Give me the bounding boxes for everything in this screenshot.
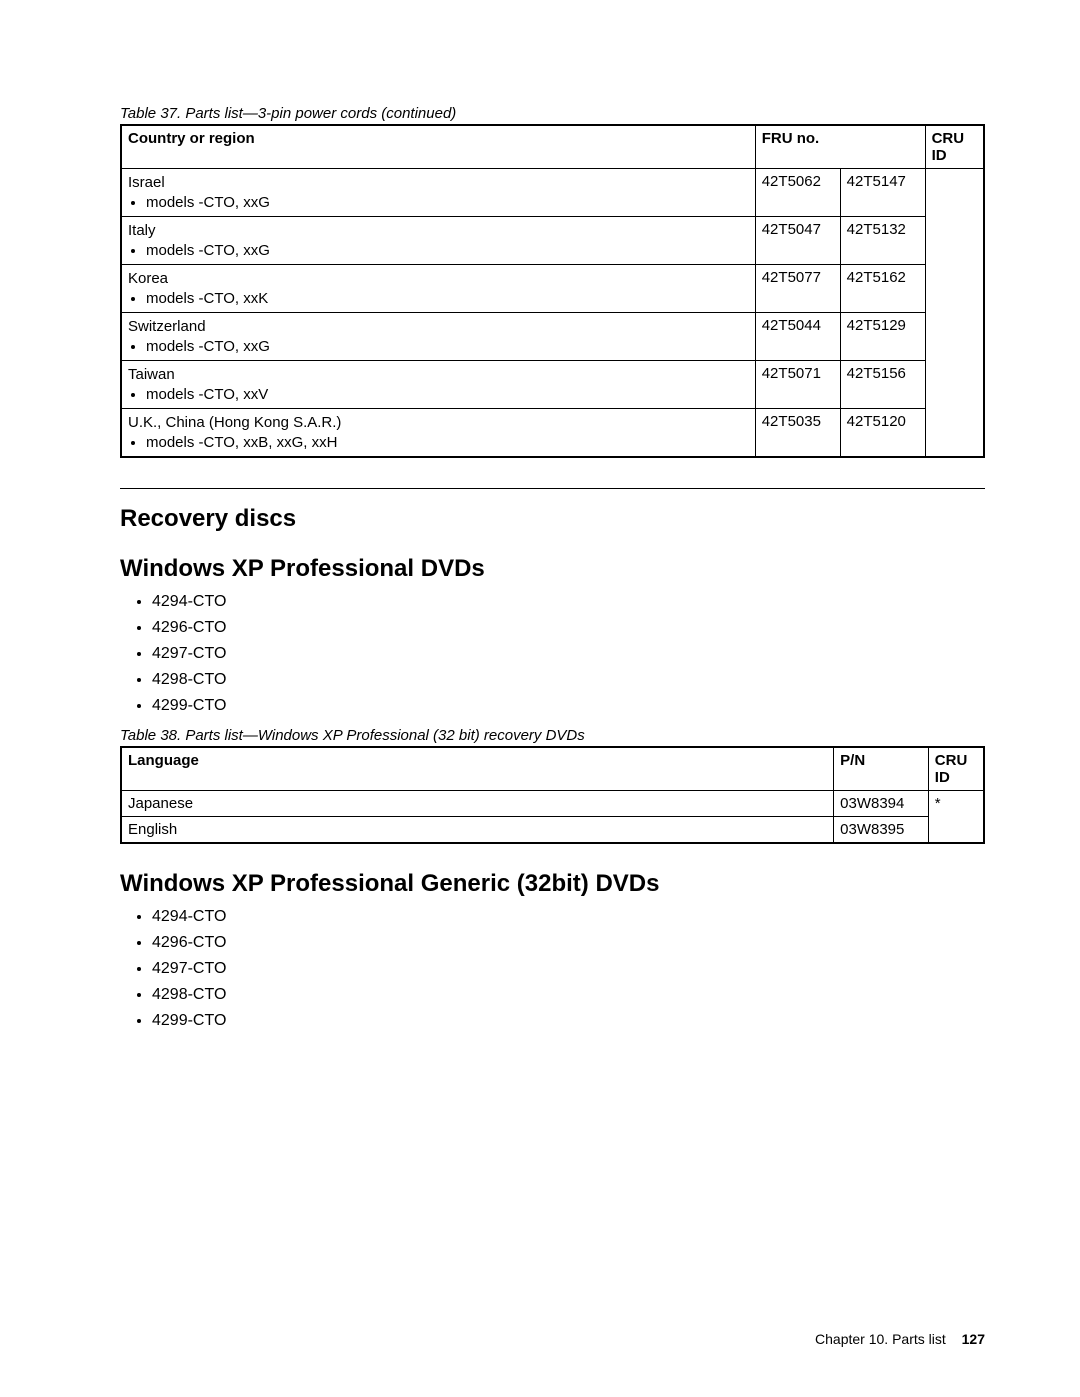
list-item: 4294-CTO xyxy=(152,593,985,611)
models-list: models -CTO, xxV xyxy=(128,385,749,405)
cell-fru2: 42T5120 xyxy=(840,409,925,458)
cell-language: Japanese xyxy=(121,791,834,817)
th-country: Country or region xyxy=(121,125,755,169)
country-name: Korea xyxy=(128,269,749,289)
cell-country: Switzerlandmodels -CTO, xxG xyxy=(121,313,755,361)
table-row: Israelmodels -CTO, xxG42T506242T5147 xyxy=(121,169,984,217)
cell-fru1: 42T5062 xyxy=(755,169,840,217)
list-item: 4294-CTO xyxy=(152,908,985,926)
table37: Country or region FRU no. CRU ID Israelm… xyxy=(120,124,985,458)
list-item: 4298-CTO xyxy=(152,986,985,1004)
table-row: Koreamodels -CTO, xxK42T507742T5162 xyxy=(121,265,984,313)
table38-body: Japanese03W8394*English03W8395 xyxy=(121,791,984,844)
cto-list-1: 4294-CTO 4296-CTO 4297-CTO 4298-CTO 4299-CTO xyxy=(128,593,985,715)
models-item: models -CTO, xxB, xxG, xxH xyxy=(146,433,749,453)
table37-head: Country or region FRU no. CRU ID xyxy=(121,125,984,169)
cell-fru1: 42T5044 xyxy=(755,313,840,361)
list-item: 4298-CTO xyxy=(152,671,985,689)
list-item: 4299-CTO xyxy=(152,1012,985,1030)
models-list: models -CTO, xxK xyxy=(128,289,749,309)
cell-country: Koreamodels -CTO, xxK xyxy=(121,265,755,313)
models-list: models -CTO, xxG xyxy=(128,193,749,213)
th-language: Language xyxy=(121,747,834,791)
page-footer: Chapter 10. Parts list 127 xyxy=(815,1331,985,1347)
country-name: Italy xyxy=(128,221,749,241)
table-row: Switzerlandmodels -CTO, xxG42T504442T512… xyxy=(121,313,984,361)
cell-cru: * xyxy=(928,791,984,844)
list-item: 4297-CTO xyxy=(152,645,985,663)
cell-country: Italymodels -CTO, xxG xyxy=(121,217,755,265)
table-row: U.K., China (Hong Kong S.A.R.)models -CT… xyxy=(121,409,984,458)
footer-chapter: Chapter 10. Parts list xyxy=(815,1331,946,1347)
cell-pn: 03W8394 xyxy=(834,791,929,817)
list-item: 4299-CTO xyxy=(152,697,985,715)
models-item: models -CTO, xxK xyxy=(146,289,749,309)
heading-xp-pro-generic: Windows XP Professional Generic (32bit) … xyxy=(120,870,985,898)
table38: Language P/N CRU ID Japanese03W8394*Engl… xyxy=(120,746,985,844)
table38-caption: Table 38. Parts list—Windows XP Professi… xyxy=(120,727,985,744)
country-name: Switzerland xyxy=(128,317,749,337)
cell-fru1: 42T5077 xyxy=(755,265,840,313)
table37-caption: Table 37. Parts list—3-pin power cords (… xyxy=(120,105,985,122)
cell-fru2: 42T5156 xyxy=(840,361,925,409)
models-item: models -CTO, xxG xyxy=(146,241,749,261)
country-name: Taiwan xyxy=(128,365,749,385)
th-pn: P/N xyxy=(834,747,929,791)
list-item: 4296-CTO xyxy=(152,619,985,637)
cell-country: U.K., China (Hong Kong S.A.R.)models -CT… xyxy=(121,409,755,458)
cell-country: Israelmodels -CTO, xxG xyxy=(121,169,755,217)
models-list: models -CTO, xxG xyxy=(128,337,749,357)
heading-xp-pro-dvds: Windows XP Professional DVDs xyxy=(120,555,985,583)
cell-fru1: 42T5035 xyxy=(755,409,840,458)
cell-cru xyxy=(925,169,984,458)
th-cru2: CRU ID xyxy=(928,747,984,791)
table38-head: Language P/N CRU ID xyxy=(121,747,984,791)
models-item: models -CTO, xxV xyxy=(146,385,749,405)
table-row: Japanese03W8394* xyxy=(121,791,984,817)
cell-fru2: 42T5129 xyxy=(840,313,925,361)
models-item: models -CTO, xxG xyxy=(146,193,749,213)
cell-fru2: 42T5132 xyxy=(840,217,925,265)
models-item: models -CTO, xxG xyxy=(146,337,749,357)
th-cru: CRU ID xyxy=(925,125,984,169)
table-row: Taiwanmodels -CTO, xxV42T507142T5156 xyxy=(121,361,984,409)
cell-fru1: 42T5071 xyxy=(755,361,840,409)
cell-pn: 03W8395 xyxy=(834,817,929,844)
table37-body: Israelmodels -CTO, xxG42T506242T5147Ital… xyxy=(121,169,984,458)
list-item: 4296-CTO xyxy=(152,934,985,952)
list-item: 4297-CTO xyxy=(152,960,985,978)
footer-page-number: 127 xyxy=(962,1331,985,1347)
table-row: Italymodels -CTO, xxG42T504742T5132 xyxy=(121,217,984,265)
cell-fru2: 42T5147 xyxy=(840,169,925,217)
cell-country: Taiwanmodels -CTO, xxV xyxy=(121,361,755,409)
heading-recovery-discs: Recovery discs xyxy=(120,488,985,533)
table-row: English03W8395 xyxy=(121,817,984,844)
cto-list-2: 4294-CTO 4296-CTO 4297-CTO 4298-CTO 4299-CTO xyxy=(128,908,985,1030)
cell-fru1: 42T5047 xyxy=(755,217,840,265)
cell-language: English xyxy=(121,817,834,844)
document-page: Table 37. Parts list—3-pin power cords (… xyxy=(0,0,1080,1397)
models-list: models -CTO, xxG xyxy=(128,241,749,261)
cell-fru2: 42T5162 xyxy=(840,265,925,313)
country-name: U.K., China (Hong Kong S.A.R.) xyxy=(128,413,749,433)
models-list: models -CTO, xxB, xxG, xxH xyxy=(128,433,749,453)
th-fru: FRU no. xyxy=(755,125,925,169)
country-name: Israel xyxy=(128,173,749,193)
